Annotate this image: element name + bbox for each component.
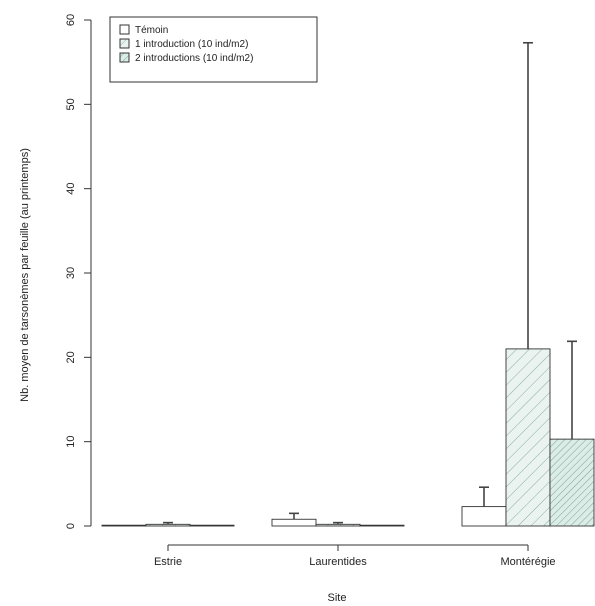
y-axis: 0 10 20 30 40 50 60 <box>65 14 92 529</box>
legend-label: 1 introduction (10 ind/m2) <box>135 39 248 50</box>
y-tick-label: 60 <box>65 14 77 26</box>
bar <box>145 523 191 527</box>
legend-label: Témoin <box>135 25 168 36</box>
bar <box>271 518 317 527</box>
y-tick-label: 0 <box>65 523 77 529</box>
legend-label: 2 introductions (10 ind/m2) <box>135 53 253 64</box>
x-tick-label: Montérégie <box>500 556 555 568</box>
legend-swatch <box>119 38 130 49</box>
bar <box>505 348 551 527</box>
bar <box>315 523 361 527</box>
error-bars-group <box>163 41 577 525</box>
y-tick-label: 50 <box>65 98 77 110</box>
legend: Témoin 1 introduction (10 ind/m2) 2 introd… <box>109 16 318 83</box>
legend-swatch <box>119 52 130 63</box>
y-tick-label: 20 <box>65 351 77 363</box>
x-axis: Estrie Laurentides Montérégie <box>154 544 556 568</box>
y-tick-label: 40 <box>65 183 77 195</box>
x-tick-label: Estrie <box>154 556 182 568</box>
bar <box>101 524 147 527</box>
bar <box>359 524 405 527</box>
bar <box>461 506 507 527</box>
bar <box>189 524 235 527</box>
y-tick-label: 10 <box>65 436 77 448</box>
x-tick-label: Laurentides <box>309 556 367 568</box>
y-tick-label: 30 <box>65 267 77 279</box>
x-axis-label: Site <box>328 592 347 604</box>
legend-swatch <box>119 24 130 35</box>
y-axis-label: Nb. moyen de tarsonèmes par feuille (au … <box>19 148 31 402</box>
bars-group <box>101 348 595 527</box>
bar <box>549 438 595 527</box>
legend-box <box>109 16 318 83</box>
